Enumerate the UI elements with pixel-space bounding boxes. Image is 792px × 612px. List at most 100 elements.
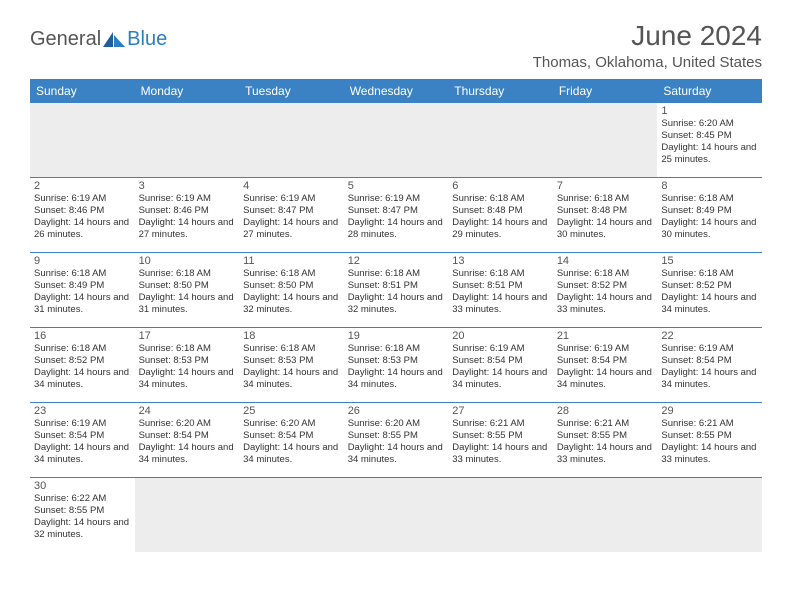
sunrise-line: Sunrise: 6:18 AM <box>661 193 758 205</box>
sunset-line: Sunset: 8:54 PM <box>452 355 549 367</box>
sunset-line: Sunset: 8:47 PM <box>243 205 340 217</box>
calendar-cell <box>657 478 762 553</box>
daylight-line: Daylight: 14 hours and 33 minutes. <box>452 292 549 316</box>
calendar-cell: 14Sunrise: 6:18 AMSunset: 8:52 PMDayligh… <box>553 253 658 328</box>
day-number: 14 <box>557 255 654 267</box>
daylight-line: Daylight: 14 hours and 34 minutes. <box>243 367 340 391</box>
title-block: June 2024 Thomas, Oklahoma, United State… <box>533 20 762 71</box>
calendar-cell: 5Sunrise: 6:19 AMSunset: 8:47 PMDaylight… <box>344 178 449 253</box>
sunrise-line: Sunrise: 6:19 AM <box>34 193 131 205</box>
sunrise-line: Sunrise: 6:20 AM <box>661 118 758 130</box>
sunrise-line: Sunrise: 6:21 AM <box>661 418 758 430</box>
daylight-line: Daylight: 14 hours and 32 minutes. <box>243 292 340 316</box>
daylight-line: Daylight: 14 hours and 31 minutes. <box>139 292 236 316</box>
sunrise-line: Sunrise: 6:18 AM <box>139 268 236 280</box>
sunset-line: Sunset: 8:55 PM <box>661 430 758 442</box>
calendar-cell: 29Sunrise: 6:21 AMSunset: 8:55 PMDayligh… <box>657 403 762 478</box>
daylight-line: Daylight: 14 hours and 32 minutes. <box>34 517 131 541</box>
daylight-line: Daylight: 14 hours and 29 minutes. <box>452 217 549 241</box>
day-number: 4 <box>243 180 340 192</box>
day-number: 11 <box>243 255 340 267</box>
weekday-header: Wednesday <box>344 79 449 103</box>
sunset-line: Sunset: 8:53 PM <box>348 355 445 367</box>
day-number: 2 <box>34 180 131 192</box>
day-number: 6 <box>452 180 549 192</box>
day-number: 19 <box>348 330 445 342</box>
daylight-line: Daylight: 14 hours and 30 minutes. <box>557 217 654 241</box>
daylight-line: Daylight: 14 hours and 28 minutes. <box>348 217 445 241</box>
logo-text-blue: Blue <box>127 28 167 51</box>
calendar-cell: 24Sunrise: 6:20 AMSunset: 8:54 PMDayligh… <box>135 403 240 478</box>
header: General Blue June 2024 Thomas, Oklahoma,… <box>30 20 762 71</box>
sunset-line: Sunset: 8:52 PM <box>661 280 758 292</box>
daylight-line: Daylight: 14 hours and 33 minutes. <box>557 292 654 316</box>
calendar-cell: 25Sunrise: 6:20 AMSunset: 8:54 PMDayligh… <box>239 403 344 478</box>
calendar-cell: 23Sunrise: 6:19 AMSunset: 8:54 PMDayligh… <box>30 403 135 478</box>
sunset-line: Sunset: 8:48 PM <box>452 205 549 217</box>
daylight-line: Daylight: 14 hours and 34 minutes. <box>139 367 236 391</box>
calendar-cell: 17Sunrise: 6:18 AMSunset: 8:53 PMDayligh… <box>135 328 240 403</box>
sunset-line: Sunset: 8:55 PM <box>34 505 131 517</box>
day-number: 27 <box>452 405 549 417</box>
calendar-row: 30Sunrise: 6:22 AMSunset: 8:55 PMDayligh… <box>30 478 762 553</box>
sunset-line: Sunset: 8:55 PM <box>452 430 549 442</box>
sunset-line: Sunset: 8:52 PM <box>557 280 654 292</box>
sunrise-line: Sunrise: 6:21 AM <box>452 418 549 430</box>
calendar-cell <box>239 478 344 553</box>
calendar-cell: 16Sunrise: 6:18 AMSunset: 8:52 PMDayligh… <box>30 328 135 403</box>
day-number: 21 <box>557 330 654 342</box>
daylight-line: Daylight: 14 hours and 33 minutes. <box>557 442 654 466</box>
sunset-line: Sunset: 8:47 PM <box>348 205 445 217</box>
calendar-cell: 11Sunrise: 6:18 AMSunset: 8:50 PMDayligh… <box>239 253 344 328</box>
daylight-line: Daylight: 14 hours and 34 minutes. <box>348 442 445 466</box>
calendar-cell: 26Sunrise: 6:20 AMSunset: 8:55 PMDayligh… <box>344 403 449 478</box>
sunset-line: Sunset: 8:54 PM <box>557 355 654 367</box>
calendar-cell: 19Sunrise: 6:18 AMSunset: 8:53 PMDayligh… <box>344 328 449 403</box>
daylight-line: Daylight: 14 hours and 34 minutes. <box>34 367 131 391</box>
weekday-header: Monday <box>135 79 240 103</box>
daylight-line: Daylight: 14 hours and 34 minutes. <box>139 442 236 466</box>
calendar-cell: 22Sunrise: 6:19 AMSunset: 8:54 PMDayligh… <box>657 328 762 403</box>
sunset-line: Sunset: 8:51 PM <box>452 280 549 292</box>
calendar-cell <box>30 103 135 178</box>
sunrise-line: Sunrise: 6:20 AM <box>243 418 340 430</box>
calendar-cell: 10Sunrise: 6:18 AMSunset: 8:50 PMDayligh… <box>135 253 240 328</box>
sunset-line: Sunset: 8:46 PM <box>139 205 236 217</box>
calendar-cell: 9Sunrise: 6:18 AMSunset: 8:49 PMDaylight… <box>30 253 135 328</box>
sunset-line: Sunset: 8:50 PM <box>243 280 340 292</box>
daylight-line: Daylight: 14 hours and 25 minutes. <box>661 142 758 166</box>
sunrise-line: Sunrise: 6:18 AM <box>452 268 549 280</box>
calendar-cell: 21Sunrise: 6:19 AMSunset: 8:54 PMDayligh… <box>553 328 658 403</box>
calendar-cell <box>553 478 658 553</box>
daylight-line: Daylight: 14 hours and 34 minutes. <box>34 442 131 466</box>
calendar-cell: 28Sunrise: 6:21 AMSunset: 8:55 PMDayligh… <box>553 403 658 478</box>
calendar-cell <box>344 478 449 553</box>
sunset-line: Sunset: 8:51 PM <box>348 280 445 292</box>
weekday-header-row: Sunday Monday Tuesday Wednesday Thursday… <box>30 79 762 103</box>
sunrise-line: Sunrise: 6:18 AM <box>34 268 131 280</box>
daylight-line: Daylight: 14 hours and 31 minutes. <box>34 292 131 316</box>
day-number: 20 <box>452 330 549 342</box>
sunrise-line: Sunrise: 6:19 AM <box>243 193 340 205</box>
sunset-line: Sunset: 8:45 PM <box>661 130 758 142</box>
day-number: 18 <box>243 330 340 342</box>
location: Thomas, Oklahoma, United States <box>533 54 762 71</box>
calendar-cell: 15Sunrise: 6:18 AMSunset: 8:52 PMDayligh… <box>657 253 762 328</box>
month-title: June 2024 <box>533 20 762 52</box>
daylight-line: Daylight: 14 hours and 27 minutes. <box>243 217 340 241</box>
sunrise-line: Sunrise: 6:18 AM <box>557 193 654 205</box>
weekday-header: Thursday <box>448 79 553 103</box>
calendar-cell: 18Sunrise: 6:18 AMSunset: 8:53 PMDayligh… <box>239 328 344 403</box>
sunset-line: Sunset: 8:48 PM <box>557 205 654 217</box>
sunset-line: Sunset: 8:49 PM <box>661 205 758 217</box>
sunset-line: Sunset: 8:54 PM <box>34 430 131 442</box>
sunrise-line: Sunrise: 6:18 AM <box>348 343 445 355</box>
sunset-line: Sunset: 8:55 PM <box>557 430 654 442</box>
day-number: 8 <box>661 180 758 192</box>
day-number: 23 <box>34 405 131 417</box>
calendar-cell: 30Sunrise: 6:22 AMSunset: 8:55 PMDayligh… <box>30 478 135 553</box>
calendar-cell: 2Sunrise: 6:19 AMSunset: 8:46 PMDaylight… <box>30 178 135 253</box>
sunset-line: Sunset: 8:55 PM <box>348 430 445 442</box>
sunrise-line: Sunrise: 6:19 AM <box>348 193 445 205</box>
sunrise-line: Sunrise: 6:19 AM <box>452 343 549 355</box>
